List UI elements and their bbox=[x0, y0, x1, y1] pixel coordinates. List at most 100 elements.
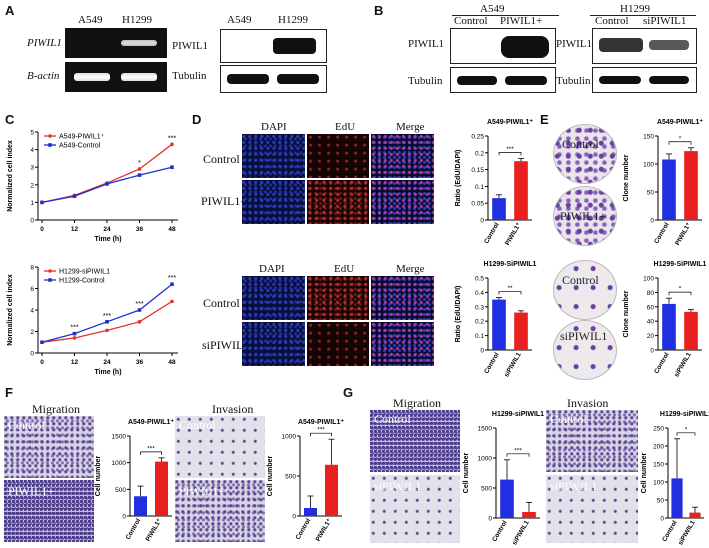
data-point bbox=[40, 200, 44, 205]
y-tick-label: 0 bbox=[650, 348, 654, 355]
d-head-edu: EdU bbox=[335, 121, 356, 133]
f-img-label-1: Control bbox=[8, 418, 45, 432]
y-tick-label: 100 bbox=[643, 276, 654, 283]
f-title-migration: Migration bbox=[32, 402, 80, 416]
y-tick-label: 0.2 bbox=[475, 150, 484, 157]
d-img-dapi-4 bbox=[242, 322, 305, 366]
y-tick-label: 1000 bbox=[478, 456, 493, 463]
x-tick-label: siPIWIL1 bbox=[677, 519, 697, 546]
data-point bbox=[170, 299, 174, 304]
y-tick-label: 500 bbox=[115, 487, 126, 494]
d-row-piwil1plus: PIWIL1+ bbox=[201, 194, 248, 208]
x-tick-label: 24 bbox=[103, 359, 111, 366]
b-col-control-2: Control bbox=[595, 15, 629, 27]
panel-label-a: A bbox=[5, 3, 15, 18]
bar bbox=[154, 461, 169, 516]
y-axis-label: Clone number bbox=[623, 290, 630, 337]
y-tick-label: 0.25 bbox=[471, 134, 484, 141]
significance-mark: *** bbox=[514, 447, 522, 454]
g-img-mig-si: siPIWIL1 bbox=[370, 475, 460, 543]
chart-title: H1299-SiPIWIL1 bbox=[654, 261, 707, 268]
d-img-merge-2 bbox=[371, 180, 434, 224]
y-tick-label: 4 bbox=[30, 147, 34, 154]
data-point bbox=[105, 182, 109, 186]
bar bbox=[522, 512, 536, 518]
bar bbox=[492, 198, 506, 220]
a-blot-label-piwil1: PIWIL1 bbox=[172, 40, 209, 52]
bar bbox=[303, 508, 318, 516]
bar bbox=[492, 299, 506, 350]
b-col-sipiwil1: siPIWIL1 bbox=[643, 15, 687, 27]
y-tick-label: 0 bbox=[30, 218, 34, 225]
y-tick-label: 0 bbox=[660, 516, 664, 523]
significance-bracket bbox=[668, 291, 692, 296]
y-tick-label: 0 bbox=[292, 514, 296, 521]
y-axis-label: Ratio (EdU/DAPI) bbox=[455, 286, 462, 343]
y-tick-label: 0.5 bbox=[475, 276, 484, 283]
e-dish-label-1: Control bbox=[562, 137, 599, 151]
x-tick-label: Control bbox=[661, 519, 679, 543]
y-tick-label: 4 bbox=[30, 308, 34, 315]
significance-mark: * bbox=[685, 426, 688, 433]
f-img-inv-piwil1: PIWIL1+ bbox=[175, 480, 265, 542]
y-tick-label: 150 bbox=[643, 134, 654, 141]
f-img-label-3: Control bbox=[179, 418, 216, 432]
x-tick-label: siPIWIL1 bbox=[511, 519, 531, 546]
x-tick-label: 0 bbox=[40, 359, 44, 366]
d-img-merge-1 bbox=[371, 134, 434, 178]
g-title-invasion: Invasion bbox=[567, 396, 609, 410]
x-tick-label: Control bbox=[483, 351, 501, 375]
y-tick-label: 1000 bbox=[282, 434, 297, 441]
significance-mark: *** bbox=[506, 146, 514, 153]
a-pcr-gel-bactin bbox=[65, 62, 167, 92]
d-img-merge-3 bbox=[371, 276, 434, 320]
y-tick-label: 3 bbox=[30, 165, 34, 172]
bar bbox=[689, 512, 701, 518]
d-img-edu-2 bbox=[307, 180, 369, 224]
significance-bracket bbox=[498, 152, 522, 156]
y-tick-label: 50 bbox=[647, 190, 655, 197]
f-img-label-4: PIWIL1+ bbox=[179, 484, 226, 498]
d-img-dapi-2 bbox=[242, 180, 305, 224]
y-tick-label: 50 bbox=[657, 498, 665, 505]
y-axis-label: Ratio (EdU/DAPI) bbox=[455, 150, 462, 207]
x-tick-label: Control bbox=[491, 519, 509, 543]
significance-bracket bbox=[140, 451, 162, 455]
data-point bbox=[170, 282, 174, 286]
y-tick-label: 100 bbox=[643, 162, 654, 169]
significance-mark: *** bbox=[103, 313, 111, 320]
y-tick-label: 80 bbox=[647, 290, 655, 297]
x-tick-label: 12 bbox=[71, 226, 79, 233]
y-tick-label: 0 bbox=[488, 516, 492, 523]
chart-edu-a549: 0 0.05 0.1 0.15 0.2 0.25 Ratio (EdU/DAPI) A549-… bbox=[455, 119, 533, 247]
y-tick-label: 100 bbox=[653, 480, 664, 487]
e-dish-label-2: PIWIL1+ bbox=[560, 209, 607, 223]
y-tick-label: 150 bbox=[653, 462, 664, 469]
d-img-dapi-3 bbox=[242, 276, 305, 320]
b-row-piwil1-2: PIWIL1 bbox=[556, 38, 593, 50]
y-axis-label: Cell number bbox=[641, 452, 648, 493]
y-tick-label: 200 bbox=[653, 444, 664, 451]
y-tick-label: 60 bbox=[647, 304, 655, 311]
x-tick-label: PIWIL1⁺ bbox=[674, 221, 693, 247]
legend-label: A549-PIWIL1⁺ bbox=[59, 134, 105, 141]
d-head-dapi-2: DAPI bbox=[259, 263, 285, 275]
y-tick-label: 0 bbox=[30, 351, 34, 358]
f-img-inv-control: Control bbox=[175, 416, 265, 478]
f-img-mig-control: Control bbox=[4, 416, 94, 478]
y-axis-label: Clone number bbox=[623, 154, 630, 201]
bar bbox=[514, 312, 528, 350]
significance-mark: *** bbox=[135, 301, 143, 308]
significance-mark: *** bbox=[168, 275, 176, 282]
x-tick-label: siPIWIL1 bbox=[673, 351, 693, 378]
b-western-a549-tubulin bbox=[450, 67, 556, 93]
y-tick-label: 1500 bbox=[478, 426, 493, 433]
data-point bbox=[72, 331, 77, 336]
b-western-h1299-tubulin bbox=[592, 67, 697, 93]
y-tick-label: 0.3 bbox=[475, 304, 484, 311]
y-tick-label: 0.15 bbox=[471, 167, 484, 174]
y-tick-label: 20 bbox=[647, 333, 655, 340]
y-tick-label: 0 bbox=[480, 348, 484, 355]
legend-label: H1299-siPIWIL1 bbox=[59, 269, 110, 276]
